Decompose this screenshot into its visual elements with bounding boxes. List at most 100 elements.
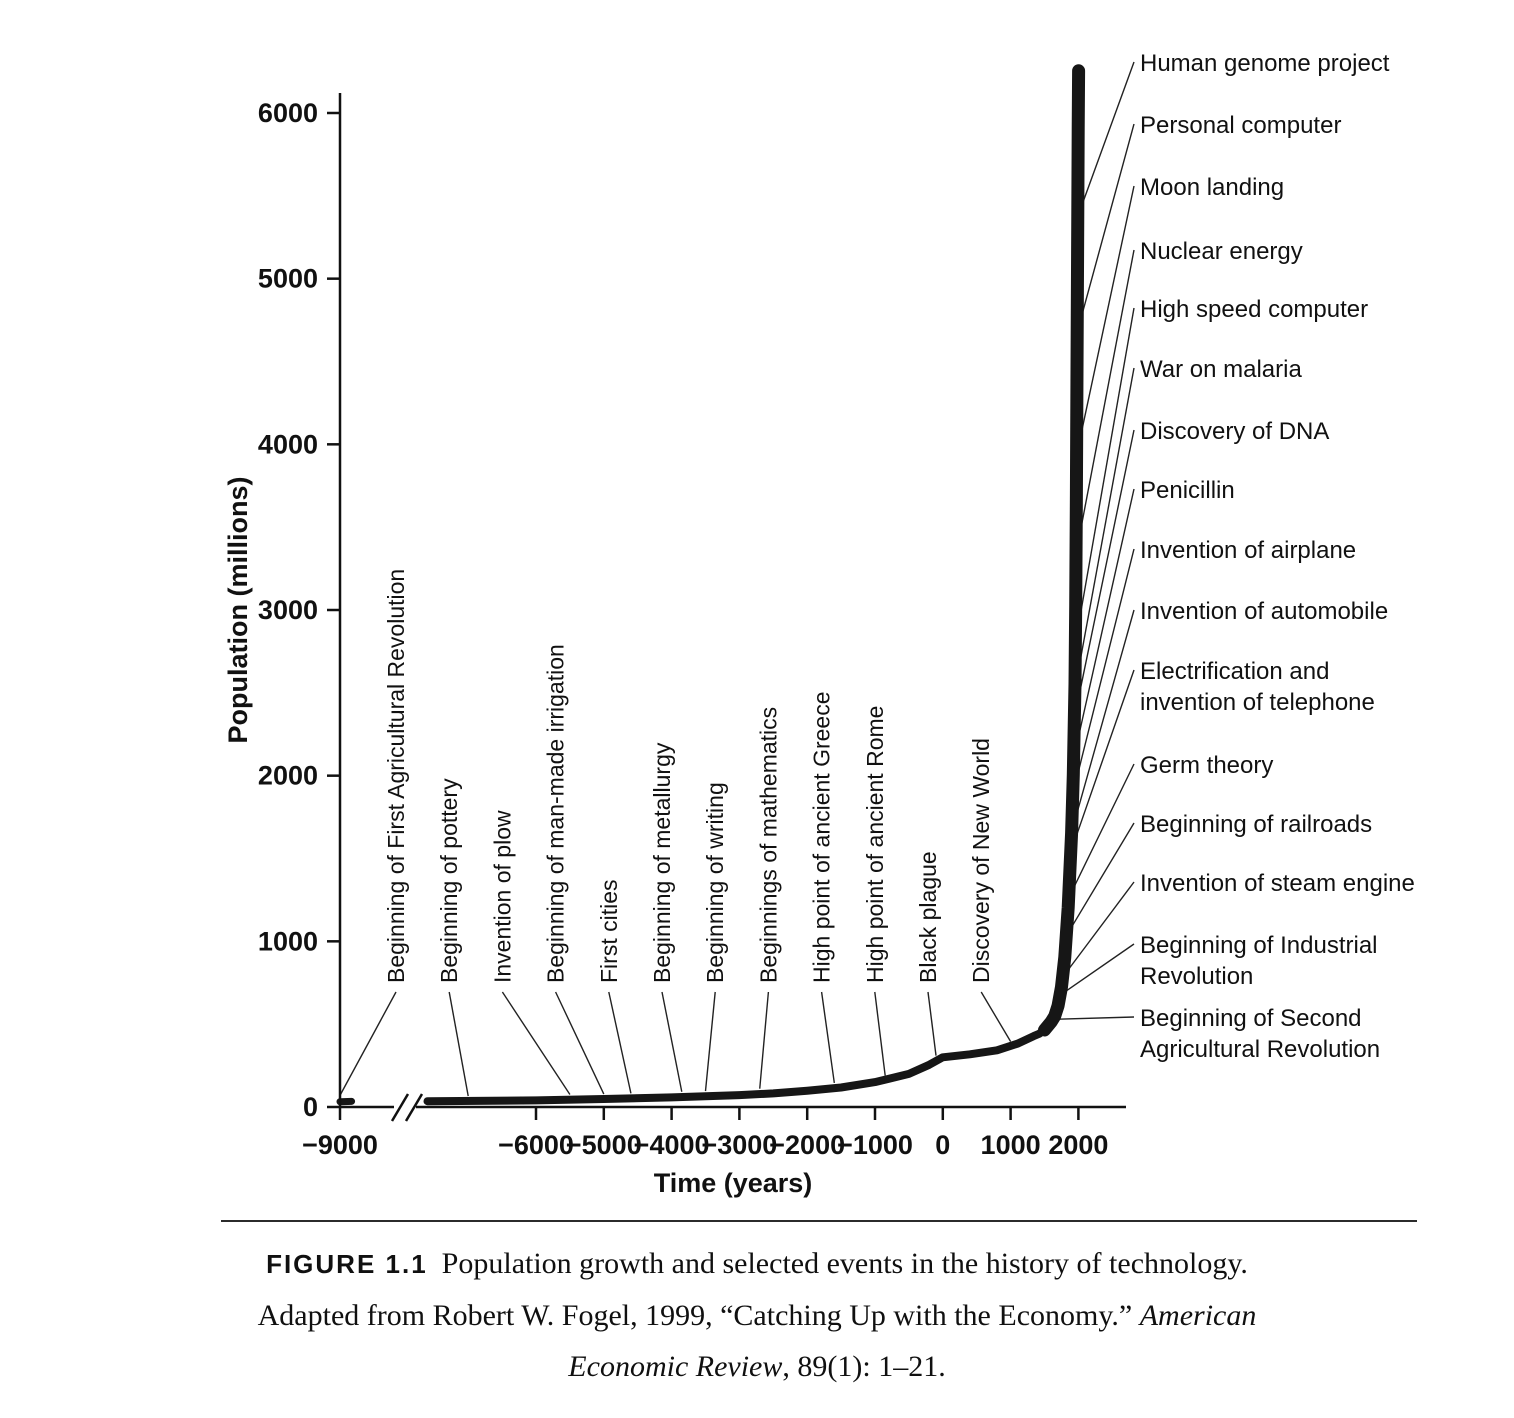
right-event-label-line: Beginning of Industrial	[1140, 932, 1378, 959]
leader-line	[927, 991, 937, 1056]
leader-line	[1082, 61, 1135, 203]
x-tick-label: 1000	[981, 1130, 1041, 1160]
y-tick-label: 3000	[258, 595, 318, 625]
right-event-label: Beginning of Second Agricultural Revoluti…	[1140, 1005, 1380, 1063]
y-tick-label: 6000	[258, 98, 318, 128]
leader-line	[820, 991, 836, 1084]
leader-line	[1081, 185, 1135, 432]
population-chart: Beginning of First Agricultural Revoluti…	[223, 50, 1415, 1198]
right-event-label-line: Agricultural Revolution	[1140, 1036, 1380, 1063]
x-tick-label: −4000	[634, 1130, 710, 1160]
leader-line	[1065, 943, 1135, 992]
x-tick-label: −5000	[566, 1130, 642, 1160]
right-event-label: Invention of airplane	[1140, 537, 1356, 564]
leader-line	[1079, 307, 1135, 614]
x-tick-label: −9000	[302, 1130, 378, 1160]
y-axis-title: Population (millions)	[223, 477, 253, 744]
leader-line	[1076, 609, 1135, 813]
bottom-event-label: Beginnings of mathematics	[755, 707, 781, 983]
leader-line	[1080, 249, 1135, 528]
bottom-event-label: High point of ancient Greece	[809, 691, 835, 983]
bottom-event-label: Invention of plow	[489, 810, 515, 983]
leader-line	[704, 991, 716, 1092]
x-axis-title: Time (years)	[654, 1168, 813, 1198]
right-event-label: Electrification and invention of telephon…	[1140, 658, 1375, 716]
right-event-label-line: Beginning of Second	[1140, 1005, 1362, 1032]
right-event-label-line: Beginning of railroads	[1140, 811, 1372, 838]
leader-line	[1071, 822, 1135, 927]
right-event-label-line: Discovery of DNA	[1140, 418, 1329, 445]
leader-line	[1058, 1016, 1135, 1020]
right-event-label: Invention of steam engine	[1140, 870, 1415, 897]
x-tick-label: 0	[935, 1130, 950, 1160]
x-tick-label: 2000	[1048, 1130, 1108, 1160]
right-event-label: High speed computer	[1140, 296, 1368, 323]
leader-line	[501, 991, 571, 1095]
right-event-label: Personal computer	[1140, 112, 1341, 139]
bottom-event-label: Discovery of New World	[968, 738, 994, 983]
leader-line	[608, 991, 632, 1094]
y-tick-label: 4000	[258, 429, 318, 459]
population-curve-spike	[1038, 64, 1086, 1037]
right-event-label-line: Moon landing	[1140, 174, 1284, 201]
caption-journal-name: American Economic Review	[568, 1298, 1257, 1384]
leader-line	[554, 991, 605, 1095]
population-curve	[423, 1026, 1049, 1106]
right-event-label: Moon landing	[1140, 174, 1284, 201]
right-event-label: Germ theory	[1140, 752, 1273, 779]
bottom-event-label: Beginning of metallurgy	[649, 742, 675, 983]
leader-line	[1079, 429, 1135, 692]
right-event-label: Beginning of railroads	[1140, 811, 1372, 838]
bottom-event-label: Beginning of pottery	[436, 778, 462, 983]
axis-break-slash	[390, 1093, 410, 1122]
caption-divider	[221, 1220, 1417, 1222]
right-event-label-line: Penicillin	[1140, 477, 1235, 504]
right-event-label-line: Germ theory	[1140, 752, 1273, 779]
right-event-label-line: Human genome project	[1140, 50, 1390, 77]
right-event-label-line: High speed computer	[1140, 296, 1368, 323]
y-tick-label: 0	[303, 1092, 318, 1122]
leader-line	[1078, 488, 1135, 735]
leader-line	[874, 991, 886, 1076]
right-event-label: Invention of automobile	[1140, 598, 1388, 625]
bottom-event-label: Beginning of writing	[702, 782, 728, 983]
right-event-label-line: Revolution	[1140, 963, 1253, 990]
leader-line	[1079, 367, 1135, 661]
right-event-label: Penicillin	[1140, 477, 1235, 504]
caption-tail: , 89(1): 1–21.	[782, 1350, 946, 1384]
right-event-label-line: War on malaria	[1140, 356, 1302, 383]
right-event-label-line: invention of telephone	[1140, 689, 1375, 716]
bottom-event-label: Black plague	[915, 851, 941, 983]
y-tick-label: 2000	[258, 761, 318, 791]
figure-label: FIGURE 1.1	[266, 1249, 428, 1279]
leader-line	[661, 991, 683, 1092]
axis-break-slash	[404, 1093, 424, 1122]
right-event-label: Discovery of DNA	[1140, 418, 1329, 445]
right-event-label: Nuclear energy	[1140, 238, 1303, 265]
leader-line	[759, 991, 770, 1089]
right-event-label: Human genome project	[1140, 50, 1390, 77]
x-tick-label: −3000	[701, 1130, 777, 1160]
leader-line	[1077, 548, 1135, 772]
right-event-label-line: Invention of automobile	[1140, 598, 1388, 625]
bottom-event-label: Beginning of First Agricultural Revoluti…	[383, 569, 409, 983]
x-tick-label: −6000	[498, 1130, 574, 1160]
leader-line	[1067, 881, 1135, 970]
figure-caption: FIGURE 1.1 Population growth and selected…	[242, 1238, 1272, 1393]
right-event-label: War on malaria	[1140, 356, 1302, 383]
right-event-label-line: Nuclear energy	[1140, 238, 1303, 265]
right-event-label: Beginning of Industrial Revolution	[1140, 932, 1378, 990]
x-tick-label: −1000	[837, 1130, 913, 1160]
bottom-event-label: Beginning of man-made irrigation	[543, 644, 569, 983]
leader-line	[339, 991, 397, 1096]
leader-line	[448, 991, 469, 1097]
leader-line	[980, 991, 1012, 1042]
right-event-label-line: Personal computer	[1140, 112, 1341, 139]
right-event-label-line: Invention of steam engine	[1140, 870, 1415, 897]
bottom-event-label: First cities	[596, 880, 622, 984]
bottom-event-label: High point of ancient Rome	[862, 706, 888, 983]
x-tick-label: −2000	[769, 1130, 845, 1160]
right-event-label-line: Electrification and	[1140, 658, 1329, 685]
right-event-label-line: Invention of airplane	[1140, 537, 1356, 564]
